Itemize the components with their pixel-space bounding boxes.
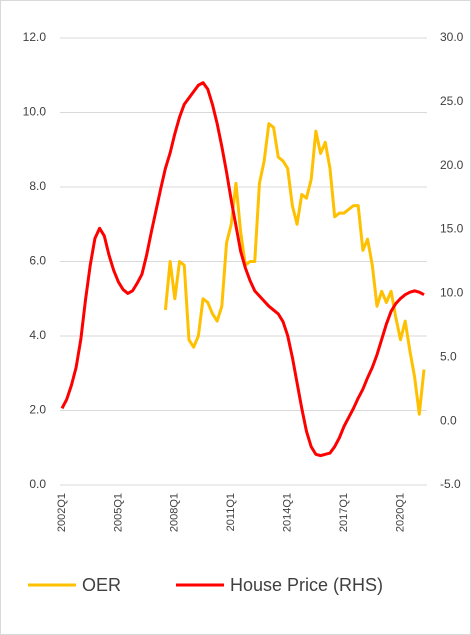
y2-tick-label: 30.0 bbox=[440, 30, 464, 44]
x-tick-label: 2002Q1 bbox=[56, 493, 68, 532]
legend-label: OER bbox=[82, 575, 121, 595]
series-line bbox=[60, 81, 425, 458]
y2-tick-label: -5.0 bbox=[440, 477, 461, 491]
x-tick-label: 2005Q1 bbox=[112, 493, 124, 532]
y-tick-label: 0.0 bbox=[29, 477, 46, 491]
y-tick-label: 2.0 bbox=[29, 403, 46, 417]
y2-tick-label: 5.0 bbox=[440, 349, 457, 363]
y2-tick-label: 15.0 bbox=[440, 222, 464, 236]
y-tick-label: 4.0 bbox=[29, 328, 46, 342]
x-tick-label: 2011Q1 bbox=[225, 493, 237, 531]
x-tick-label: 2020Q1 bbox=[394, 493, 406, 532]
x-tick-label: 2008Q1 bbox=[169, 493, 181, 532]
series-line bbox=[163, 122, 426, 416]
y-tick-label: 12.0 bbox=[23, 30, 47, 44]
y-tick-label: 8.0 bbox=[29, 179, 46, 193]
y2-tick-label: 20.0 bbox=[440, 158, 464, 172]
y2-tick-label: 25.0 bbox=[440, 94, 464, 108]
y2-tick-label: 10.0 bbox=[440, 286, 464, 300]
y-tick-label: 10.0 bbox=[23, 105, 47, 119]
x-tick-label: 2017Q1 bbox=[338, 493, 350, 532]
legend-label: House Price (RHS) bbox=[230, 575, 383, 595]
y2-tick-label: 0.0 bbox=[440, 413, 457, 427]
legend: OER House Price (RHS) bbox=[28, 575, 383, 595]
x-tick-label: 2014Q1 bbox=[282, 493, 294, 532]
y-tick-label: 6.0 bbox=[29, 254, 46, 268]
